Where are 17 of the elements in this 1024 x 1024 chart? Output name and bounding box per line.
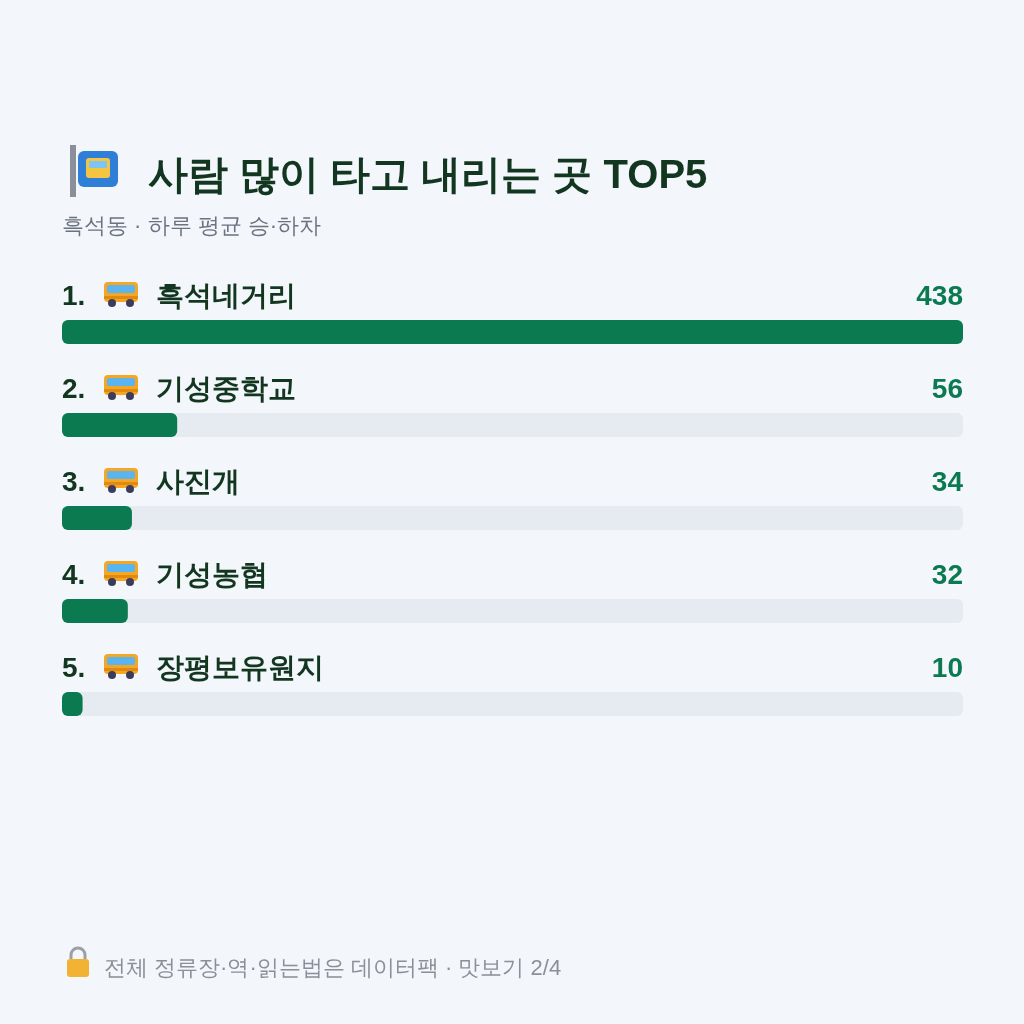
chart-title: 사람 많이 타고 내리는 곳 TOP5 [148,152,708,196]
data-label: 10 [931,652,963,683]
bar [62,413,178,437]
category-label: 2. 기성중학교 [62,373,296,404]
category-label: 5. 장평보유원지 [62,652,324,683]
category-label: 1. 흑석네거리 [62,280,296,311]
bar [62,599,128,623]
text: 전체 정류장·역·읽는법은 데이터팩 · 맛보기 2/4 [104,955,562,980]
bar [62,692,83,716]
category-label: 4. 기성농협 [62,559,268,590]
category-label: 3. 사진개 [62,466,240,497]
data-label: 34 [931,466,964,497]
data-label: 32 [931,559,963,590]
bar [62,506,132,530]
chart-subtitle: 흑석동 · 하루 평균 승·하차 [62,213,322,238]
data-label: 438 [916,280,963,311]
data-label: 56 [931,373,963,404]
